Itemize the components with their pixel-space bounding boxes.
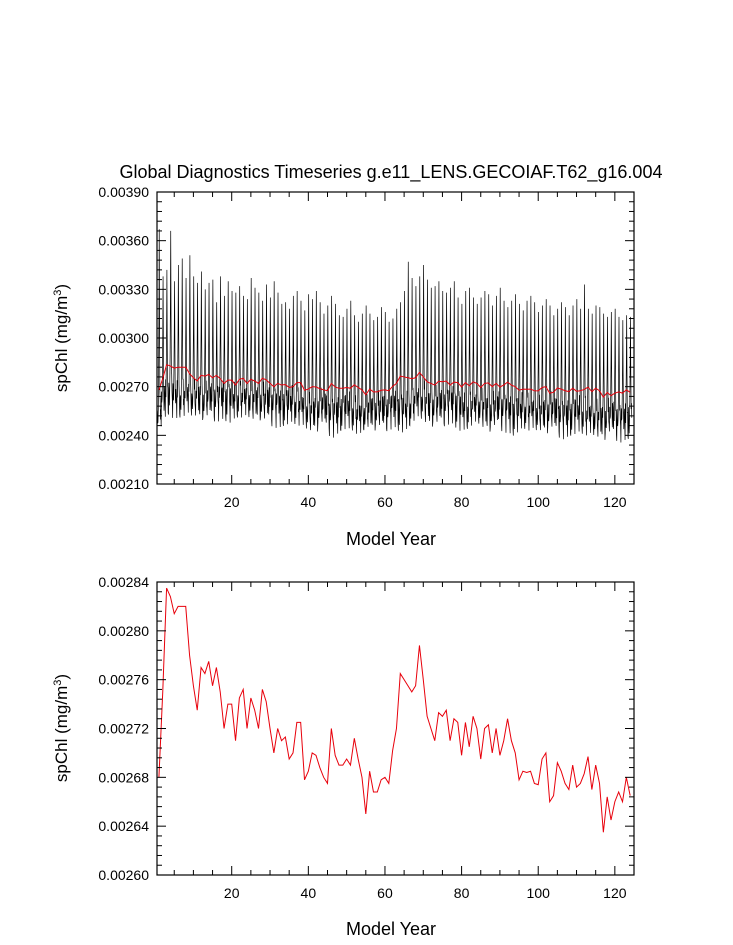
bottom-xtick-label: 20 xyxy=(224,885,240,901)
y-axis-label-top: spChl (mg/m3) xyxy=(52,284,71,392)
bottom-xtick-label: 40 xyxy=(301,885,317,901)
x-axis-label-bottom: Model Year xyxy=(346,919,436,939)
panel-top: 20 40 60 80 100 120 0.00210 0.00240 0.00270 0.003… xyxy=(52,184,635,549)
top-ytick-label: 0.00210 xyxy=(98,476,149,492)
top-ytick-label: 0.00300 xyxy=(98,330,149,346)
annual-mean-line-top xyxy=(158,364,631,399)
y-axis-label-bottom: spChl (mg/m3) xyxy=(52,674,71,782)
top-xtick-label: 40 xyxy=(301,494,317,510)
top-xtick-label: 60 xyxy=(377,494,393,510)
bottom-ytick-label: 0.00276 xyxy=(98,672,149,688)
top-ytick-label: 0.00240 xyxy=(98,427,149,443)
plot-frame-bottom xyxy=(156,581,635,876)
bottom-xtick-label: 100 xyxy=(527,885,551,901)
bottom-ytick-label: 0.00268 xyxy=(98,769,149,785)
top-ytick-label: 0.00390 xyxy=(98,184,149,200)
annual-mean-line-bottom xyxy=(158,587,631,833)
top-ytick-label: 0.00360 xyxy=(98,233,149,249)
panel-bottom: 20 40 60 80 100 120 0.00260 0.00264 0.00268 0.002… xyxy=(52,574,635,939)
bottom-ytick-label: 0.00260 xyxy=(98,867,149,883)
bottom-xtick-label: 120 xyxy=(603,885,627,901)
top-ytick-label: 0.00270 xyxy=(98,379,149,395)
bottom-ytick-label: 0.00280 xyxy=(98,623,149,639)
axes-bottom: 20 40 60 80 100 120 0.00260 0.00264 0.00268 0.002… xyxy=(98,574,635,901)
bottom-ytick-label: 0.00272 xyxy=(98,721,149,737)
top-xtick-label: 120 xyxy=(603,494,627,510)
bottom-xtick-label: 60 xyxy=(377,885,393,901)
x-axis-label-top: Model Year xyxy=(346,529,436,549)
bottom-xtick-label: 80 xyxy=(454,885,470,901)
top-xtick-label: 20 xyxy=(224,494,240,510)
series-annual-mean-red xyxy=(158,364,631,399)
top-ytick-label: 0.00330 xyxy=(98,281,149,297)
series-annual-mean-bottom xyxy=(158,587,631,833)
axes-top: 20 40 60 80 100 120 0.00210 0.00240 0.00270 0.003… xyxy=(98,184,635,510)
monthly-line xyxy=(156,229,633,443)
bottom-ytick-label: 0.00264 xyxy=(98,818,149,834)
top-xtick-label: 80 xyxy=(454,494,470,510)
top-xtick-label: 100 xyxy=(527,494,551,510)
bottom-ytick-label: 0.00284 xyxy=(98,574,149,590)
figure-title: Global Diagnostics Timeseries g.e11_LENS… xyxy=(120,162,663,183)
series-monthly-black xyxy=(156,229,633,443)
